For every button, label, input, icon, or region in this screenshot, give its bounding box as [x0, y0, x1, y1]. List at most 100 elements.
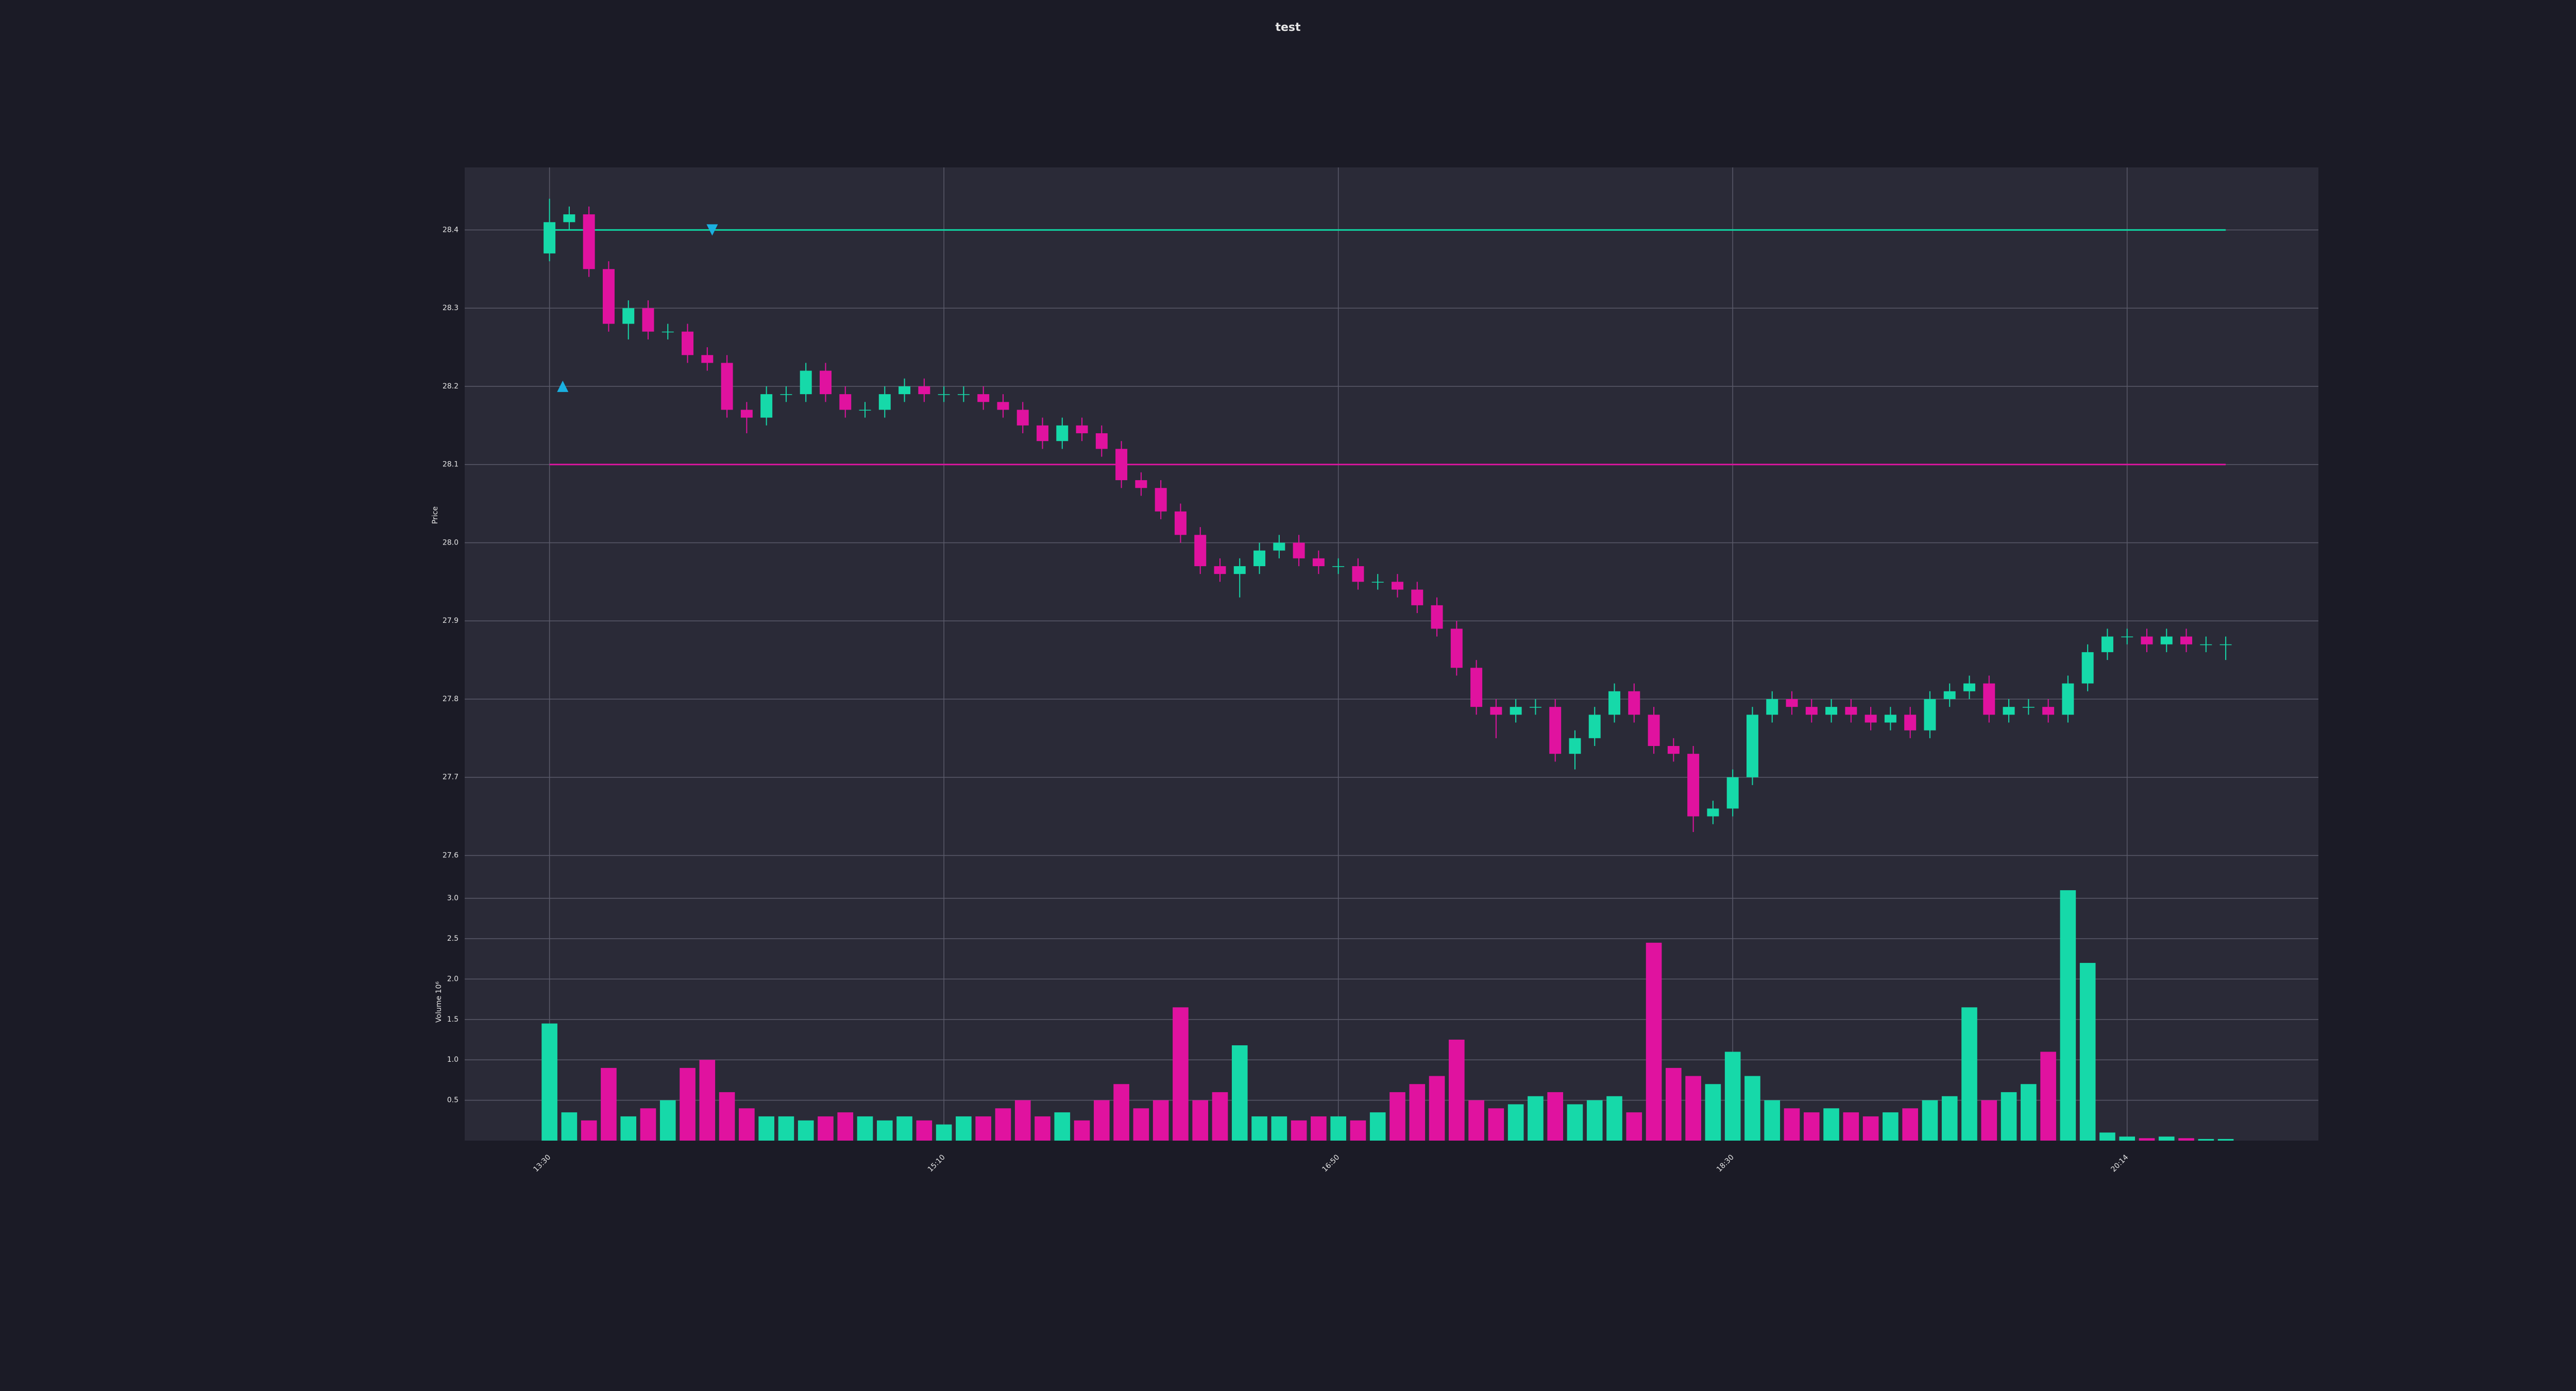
y-tick-label: 28.2 [443, 382, 459, 391]
volume-bar [758, 1116, 774, 1141]
volume-bar [837, 1112, 854, 1141]
candle-body [1174, 511, 1187, 535]
plot-area [465, 167, 2318, 1141]
candle-body [1648, 715, 1660, 747]
candle-body [1805, 707, 1818, 715]
volume-bar [659, 1100, 676, 1141]
candle-body [997, 402, 1009, 410]
volume-bar [1153, 1100, 1169, 1141]
volume-bar [975, 1116, 991, 1141]
candle-body [1115, 449, 1128, 481]
volume-bar [1054, 1112, 1071, 1141]
volume-bar [876, 1120, 893, 1141]
volume-bar [1251, 1116, 1267, 1141]
y-tick-label: 28.1 [443, 461, 459, 469]
y-tick-label: 28.4 [443, 226, 459, 234]
volume-bar [1547, 1092, 1564, 1141]
candle-body [1214, 566, 1226, 574]
candle-body [2022, 707, 2035, 708]
volume-bar [1843, 1112, 1859, 1141]
x-tick-label: 15:10 [926, 1153, 947, 1174]
x-tick-label: 18:30 [1715, 1153, 1736, 1174]
chart-title: test [1275, 21, 1301, 34]
candle-body [957, 394, 970, 395]
volume-bar [1449, 1040, 1465, 1141]
candle-body [2160, 636, 2173, 644]
volume-axis-label: Volume 10⁶ [435, 981, 443, 1023]
volume-bar [1528, 1096, 1544, 1141]
volume-bar [2119, 1136, 2136, 1141]
candle-body [1490, 707, 1502, 715]
y-tick-label: 27.7 [443, 773, 459, 782]
volume-bar [1074, 1120, 1090, 1141]
volume-bar [1133, 1108, 1149, 1141]
candle-body [662, 331, 674, 333]
y-tick-label: 27.9 [443, 617, 459, 625]
candle-body [1312, 558, 1325, 566]
volume-bar [2198, 1139, 2214, 1141]
volume-tick-label: 1.5 [447, 1015, 459, 1024]
candle-body [1707, 808, 1719, 817]
volume-bar [1941, 1096, 1958, 1141]
candle-body [2121, 636, 2133, 638]
candle-body [1056, 425, 1069, 442]
volume-bar [956, 1116, 972, 1141]
volume-bar [2021, 1084, 2037, 1141]
candle-body [1865, 715, 1877, 723]
candle-body [899, 386, 911, 395]
candle-body [1194, 535, 1207, 566]
volume-bar [1369, 1112, 1386, 1141]
volume-tick-label: 0.5 [447, 1096, 459, 1105]
x-tick-label: 16:50 [1320, 1153, 1341, 1174]
volume-bar [2139, 1138, 2155, 1141]
volume-bar [1764, 1100, 1781, 1141]
candle-body [1352, 566, 1364, 582]
candle-body [1608, 691, 1621, 715]
volume-bar [1094, 1100, 1110, 1141]
candle-body [563, 214, 575, 223]
candle-body [1155, 488, 1167, 512]
candle-body [622, 308, 635, 324]
candle-body [1549, 707, 1562, 754]
candle-body [682, 331, 694, 355]
volume-bar [1902, 1108, 1918, 1141]
volume-tick-label: 2.0 [447, 975, 459, 983]
candle-body [2081, 652, 2094, 684]
candle-body [1904, 715, 1917, 731]
volume-bar [2217, 1139, 2234, 1141]
volume-bar [2099, 1132, 2115, 1141]
candle-body [1293, 542, 1305, 558]
volume-bar [601, 1067, 617, 1141]
volume-bar [1014, 1100, 1031, 1141]
candle-body [1687, 754, 1700, 817]
candle-body [1825, 707, 1838, 715]
candle-body [2180, 636, 2193, 644]
candle-body [760, 394, 773, 418]
volume-bar [2060, 890, 2076, 1141]
volume-bar [719, 1092, 735, 1141]
volume-bar [1567, 1104, 1583, 1141]
volume-bar [739, 1108, 755, 1141]
y-tick-label: 28.0 [443, 538, 459, 547]
volume-bar [699, 1060, 716, 1141]
candle-body [1016, 410, 1029, 426]
volume-bar [798, 1120, 814, 1141]
volume-bar [1883, 1112, 1899, 1141]
candle-body [1529, 707, 1541, 708]
candle-body [2141, 636, 2153, 644]
candle-body [2003, 707, 2015, 715]
candle-body [2101, 636, 2113, 652]
volume-bar [818, 1116, 834, 1141]
candle-body [544, 222, 556, 253]
candle-body [1884, 715, 1896, 723]
candle-body [800, 370, 812, 395]
volume-bar [936, 1124, 952, 1141]
volume-bar [1922, 1100, 1938, 1141]
volume-bar [1212, 1092, 1228, 1141]
candle-body [938, 394, 950, 395]
volume-bar [778, 1116, 794, 1141]
volume-bar [1626, 1112, 1642, 1141]
candle-body [1963, 683, 1975, 691]
